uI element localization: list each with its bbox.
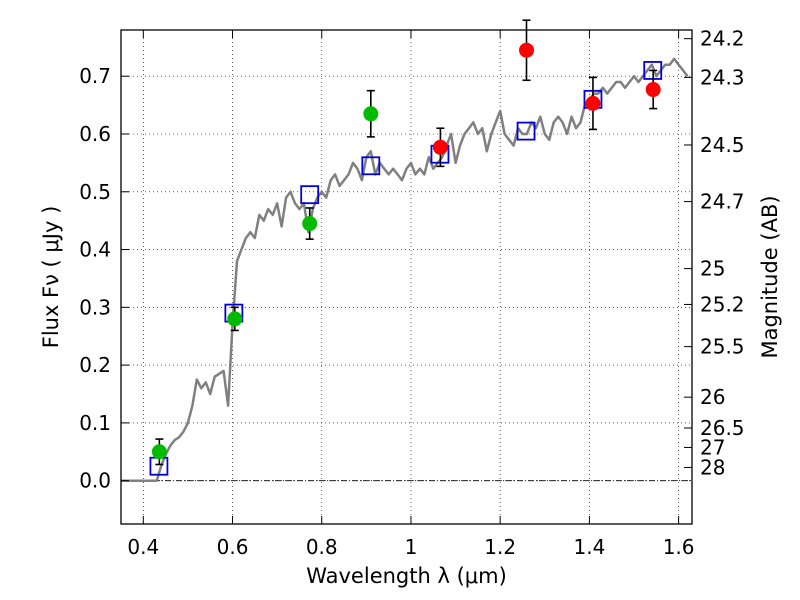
x-tick-label: 0.4 <box>127 535 159 559</box>
y2-tick-label: 24.2 <box>700 27 745 51</box>
model-photometry <box>149 61 663 476</box>
model-square-marker <box>300 185 320 205</box>
red-data-point <box>518 42 534 58</box>
y2-tick-label: 25.5 <box>700 335 745 359</box>
y-tick-label: 0.4 <box>79 238 111 262</box>
model-square-marker <box>361 156 381 176</box>
model-spectrum-line <box>121 57 689 482</box>
green-data-point <box>151 444 167 460</box>
axis-ticks: 0.4 0.6 0.8 1 1.2 1.4 1.6 0.0 0.1 0.2 0.3 0.4 0.5 0.6… <box>79 27 744 559</box>
plot-frame <box>120 29 693 525</box>
y-tick-label: 0.6 <box>79 122 111 146</box>
x-tick-label: 0.6 <box>217 535 249 559</box>
y2-tick-label: 25.2 <box>700 292 745 316</box>
green-data-point <box>227 311 243 327</box>
y2-tick-label: 24.3 <box>700 65 745 89</box>
green-data-point <box>363 106 379 122</box>
y-tick-label: 0.7 <box>79 64 111 88</box>
y2-tick-label: 26.5 <box>700 416 745 440</box>
observed-photometry <box>151 19 661 466</box>
red-data-point <box>645 82 661 98</box>
y2-tick-label: 25 <box>700 257 725 281</box>
y-tick-label: 0.2 <box>79 353 111 377</box>
model-square-marker <box>516 121 536 141</box>
grid <box>121 30 692 524</box>
y2-axis-label: Magnitude (AB) <box>758 195 782 358</box>
y2-tick-label: 24.7 <box>700 190 745 214</box>
x-tick-label: 0.8 <box>306 535 338 559</box>
y2-tick-label: 24.5 <box>700 133 745 157</box>
y-tick-label: 0.1 <box>79 411 111 435</box>
red-data-point <box>432 139 448 155</box>
y2-tick-label: 28 <box>700 455 725 479</box>
y2-tick-label: 27 <box>700 435 725 459</box>
y2-tick-label: 26 <box>700 385 725 409</box>
green-data-point <box>302 216 318 232</box>
y-tick-label: 0.5 <box>79 180 111 204</box>
x-axis-label: Wavelength λ (μm) <box>306 564 507 588</box>
y-tick-label: 0.3 <box>79 295 111 319</box>
x-tick-label: 1.6 <box>663 535 695 559</box>
y-axis-label: Flux Fν ( μJy ) <box>39 206 63 349</box>
x-tick-label: 1.2 <box>484 535 516 559</box>
x-tick-label: 1.4 <box>573 535 605 559</box>
y-tick-label: 0.0 <box>79 469 111 493</box>
x-tick-label: 1 <box>405 535 418 559</box>
red-data-point <box>585 95 601 111</box>
model-spectrum <box>121 57 689 482</box>
axis-labels: Wavelength λ (μm) Flux Fν ( μJy ) Magnit… <box>39 195 782 588</box>
